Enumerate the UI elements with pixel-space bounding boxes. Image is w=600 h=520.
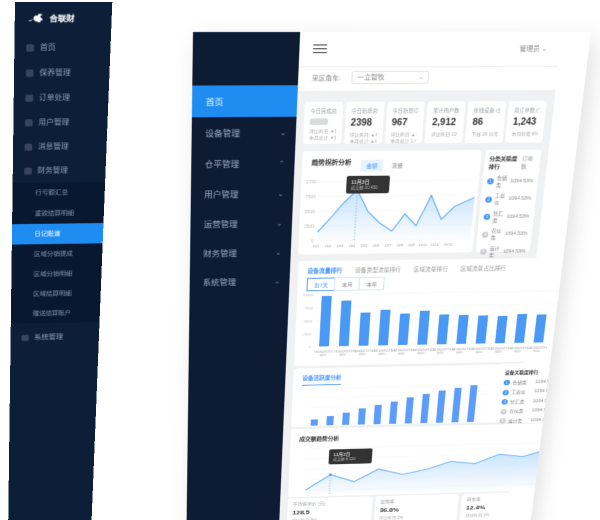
svg-text:10000: 10000: [303, 293, 315, 297]
svg-text:7500: 7500: [304, 306, 313, 310]
svg-text:005#: 005#: [437, 351, 444, 354]
svg-text:2500: 2500: [304, 224, 315, 229]
svg-text:11/11: 11/11: [430, 242, 439, 246]
svg-text:11/6: 11/6: [372, 243, 380, 247]
svg-text:005#: 005#: [398, 352, 405, 355]
svg-text:005#: 005#: [495, 350, 502, 353]
svg-text:11/12: 11/12: [444, 242, 453, 246]
svg-text:2500: 2500: [303, 332, 312, 336]
svg-text:11/8: 11/8: [396, 243, 404, 247]
svg-text:5000: 5000: [304, 319, 313, 323]
svg-text:7500: 7500: [305, 195, 316, 200]
svg-text:11/3: 11/3: [336, 244, 344, 248]
svg-text:005#: 005#: [359, 353, 366, 356]
svg-text:005#: 005#: [533, 349, 540, 352]
svg-text:005#: 005#: [456, 351, 463, 354]
svg-text:0: 0: [309, 345, 312, 349]
svg-text:005#: 005#: [514, 350, 521, 353]
svg-text:005#: 005#: [417, 352, 424, 355]
svg-text:11/4: 11/4: [348, 244, 356, 248]
svg-text:11/10: 11/10: [418, 243, 428, 247]
svg-text:5500: 5500: [304, 210, 315, 215]
svg-text:11/5: 11/5: [360, 243, 368, 247]
svg-text:11/9: 11/9: [408, 243, 415, 247]
svg-text:005#: 005#: [319, 354, 326, 357]
svg-text:11/7: 11/7: [384, 243, 391, 247]
svg-text:11/2: 11/2: [324, 244, 331, 248]
svg-text:005#: 005#: [475, 351, 482, 354]
svg-text:1700: 1700: [306, 180, 317, 185]
svg-text:11/1: 11/1: [312, 244, 319, 248]
svg-text:005#: 005#: [378, 352, 385, 355]
svg-text:005#: 005#: [339, 353, 346, 356]
